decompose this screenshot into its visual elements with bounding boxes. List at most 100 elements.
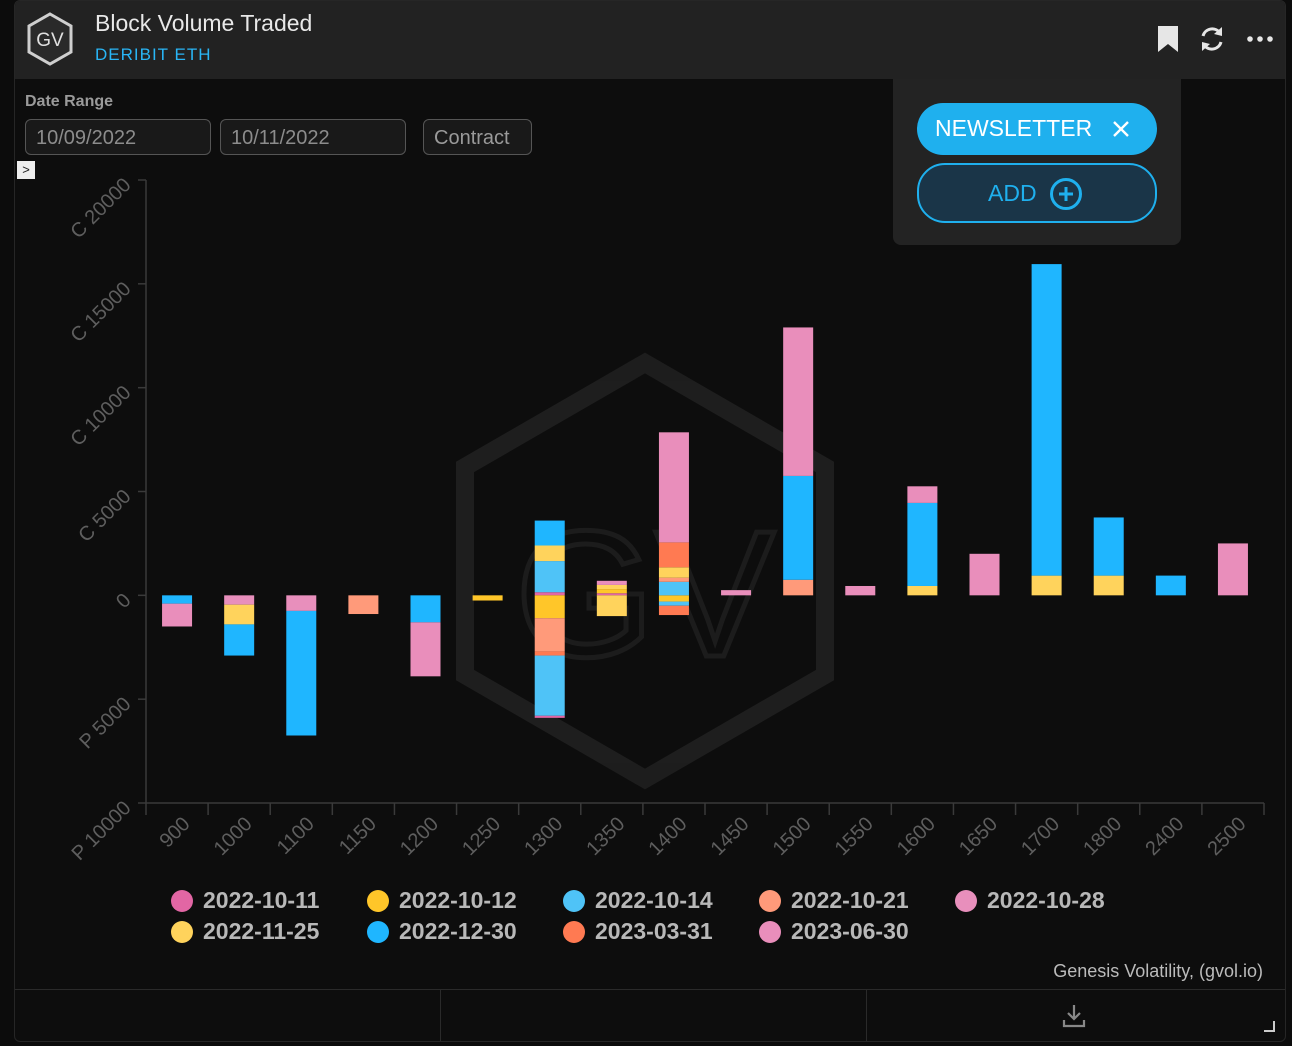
credit-text: Genesis Volatility, (gvol.io) [1053,961,1263,981]
bar-segment [658,432,689,543]
bar-segment [534,545,565,562]
bar-segment [286,595,317,611]
bar-segment [534,651,565,656]
bar-segment [1217,543,1248,596]
close-icon[interactable] [1111,119,1131,139]
bar-segment [658,542,689,568]
bar-segment [907,486,938,503]
x-tick-label: 1350 [582,813,629,860]
refresh-icon[interactable] [1197,23,1227,55]
bar-segment [534,655,565,716]
legend-label: 2022-10-21 [791,887,909,913]
more-icon[interactable] [1245,23,1275,55]
watermark: GV [456,352,834,790]
download-icon[interactable] [1060,1002,1088,1030]
bar-segment [783,579,814,596]
bar-segment [1155,575,1186,596]
legend-item[interactable]: 2022-11-25 [171,918,319,945]
panel-footer [15,989,1285,1041]
x-tick-label: 2500 [1203,813,1250,860]
bar-segment [783,327,814,476]
legend-label: 2023-03-31 [595,918,713,944]
bar-segment [1031,575,1062,596]
bar-segment [162,603,193,627]
legend-item[interactable]: 2022-10-21 [759,887,909,914]
legend-item[interactable]: 2022-10-14 [563,887,713,914]
bar-segment [596,584,627,590]
legend-item[interactable]: 2022-12-30 [367,918,517,945]
y-tick-label: C 15000 [67,278,136,347]
legend-swatch [171,920,193,943]
end-date-input[interactable]: 10/11/2022 [220,119,406,155]
gv-logo: GV [27,12,73,66]
bar-segment [348,595,379,615]
x-tick-label: 2400 [1141,813,1188,860]
legend-swatch [759,920,781,943]
bar-segment [1031,264,1062,576]
legend-swatch [171,889,193,912]
x-tick-label: 1500 [769,813,816,860]
y-tick-label: P 5000 [75,693,135,753]
bar-segment [596,589,627,594]
bar-segment [596,595,627,617]
page-title: Block Volume Traded [95,10,313,36]
x-tick-label: 1200 [396,813,443,860]
contract-button[interactable]: Contract [423,119,532,155]
legend-label: 2022-10-14 [595,887,713,913]
legend-item[interactable]: 2022-10-12 [367,887,517,914]
logo-text: GV [36,30,64,51]
bar-segment [907,502,938,586]
expand-arrow-icon[interactable]: > [17,161,35,179]
footer-divider [866,990,867,1041]
x-tick-label: 1650 [955,813,1002,860]
date-range-label: Date Range [25,93,114,110]
bar-segment [534,715,565,718]
legend-label: 2022-12-30 [399,918,517,944]
legend-swatch [955,889,977,912]
bar-segment [1093,575,1124,596]
x-tick-label: 1100 [273,813,319,859]
bar-segment [721,590,752,596]
bar-segment [1093,517,1124,576]
legend-swatch [563,920,585,943]
bar-segment [907,585,938,596]
bar-segment [410,595,441,623]
start-date-input[interactable]: 10/09/2022 [25,119,211,155]
bar-chart: GV P 10000 P 5000 0 C 5000 C 10000 C 15000 C 2… [67,174,1265,865]
chart-panel: GV Block Volume Traded DERIBIT ETH Date … [14,0,1286,1042]
legend-swatch [367,889,389,912]
bar-segment [286,610,317,736]
add-label: ADD [988,180,1037,206]
legend-item[interactable]: 2023-06-30 [759,918,909,945]
add-newsletter-button[interactable]: ADD [917,163,1157,223]
y-tick-label: C 10000 [67,382,136,451]
bar-segment [224,624,255,656]
legend-label: 2023-06-30 [791,918,909,944]
bar-segment [658,601,689,606]
legend-item[interactable]: 2022-10-11 [171,887,319,914]
bar-segment [224,604,255,625]
x-tick-label: 1250 [458,813,505,860]
bar-segment [596,580,627,585]
bar-segment [410,622,441,677]
legend-item[interactable]: 2023-03-31 [563,918,713,945]
bookmark-icon[interactable] [1153,23,1183,55]
legend-label: 2022-10-12 [399,887,517,913]
x-tick-label: 1300 [520,813,567,860]
bar-segment [534,561,565,593]
x-tick-label: 1450 [707,813,754,860]
bar-segment [534,595,565,619]
legend-swatch [563,889,585,912]
bar-segment [658,595,689,602]
x-tick-label: 1400 [644,813,691,860]
newsletter-popup: NEWSLETTER ADD [893,79,1181,245]
bar-segment [845,585,876,596]
page-subtitle: DERIBIT ETH [95,45,212,64]
bar-segment [658,567,689,578]
resize-handle-icon[interactable] [1263,1020,1275,1032]
bar-segment [969,553,1000,596]
bar-segment [224,595,255,605]
newsletter-chip[interactable]: NEWSLETTER [917,103,1157,155]
legend-item[interactable]: 2022-10-28 [955,887,1105,914]
legend-swatch [367,920,389,943]
